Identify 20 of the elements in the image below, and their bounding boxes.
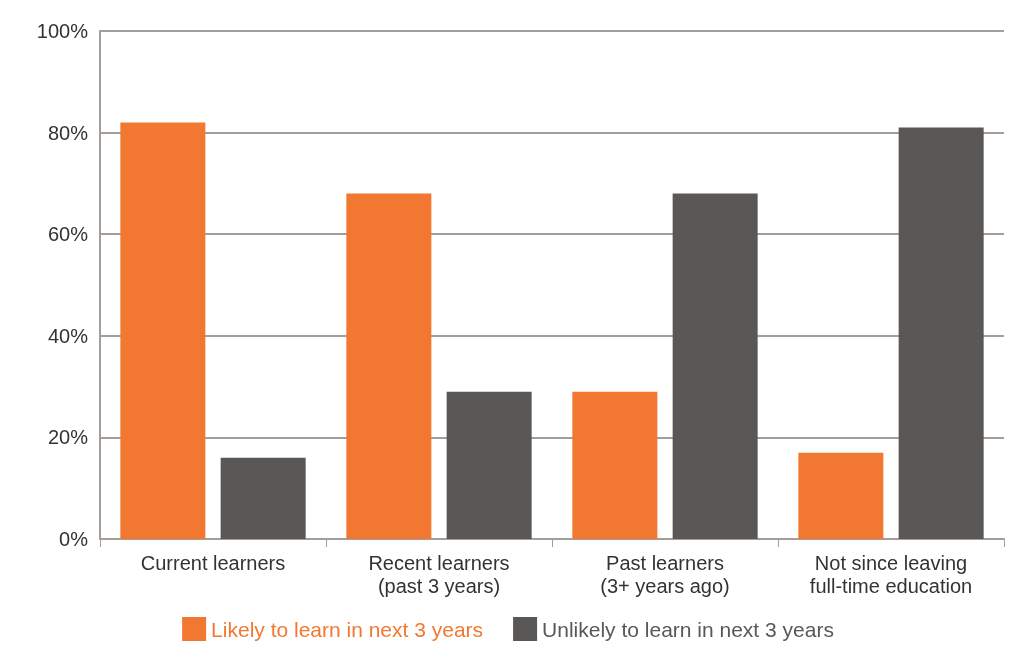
x-tick-label: Past learners (3+ years ago): [600, 551, 730, 597]
y-tick-label: 0%: [59, 528, 89, 550]
bar: [672, 193, 758, 539]
y-tick-label: 20%: [47, 426, 89, 449]
bar: [220, 457, 306, 539]
legend-label: Likely to learn in next 3 years: [211, 617, 484, 641]
legend-label: Unlikely to learn in next 3 years: [542, 617, 834, 641]
bar: [346, 193, 432, 539]
x-tick-label: Recent learners (past 3 years): [368, 551, 510, 597]
x-tick-label: Current learners: [140, 551, 286, 574]
y-tick-label: 100%: [36, 20, 89, 42]
bar: [446, 391, 532, 539]
bar: [572, 391, 658, 539]
y-tick-label: 60%: [47, 223, 89, 246]
bar: [798, 452, 884, 539]
bar: [898, 127, 984, 539]
y-tick-label: 80%: [47, 121, 89, 144]
bar: [120, 122, 206, 539]
y-tick-label: 40%: [47, 324, 89, 347]
x-tick-label: Not since leaving full-time education: [809, 551, 973, 597]
